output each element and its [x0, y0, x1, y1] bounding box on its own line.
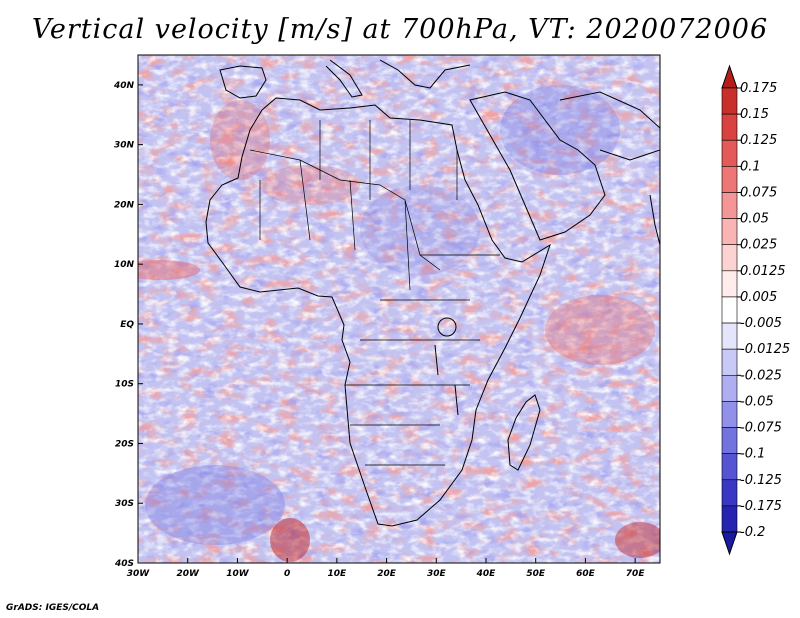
colorbar-swatch [721, 348, 738, 376]
vertical-velocity-field [138, 55, 660, 563]
footer-credit: GrADS: IGES/COLA [6, 603, 100, 613]
colorbar-label: 0.1 [740, 159, 761, 174]
lon-tick-label: 10W [226, 569, 250, 579]
lake-tanganyika [434, 344, 439, 376]
lake-victoria [437, 317, 457, 337]
plot-frame [137, 54, 661, 564]
chart-title: Vertical velocity [m/s] at 700hPa, VT: 2… [31, 14, 769, 45]
colorbar-swatch [721, 87, 738, 115]
colorbar-swatch [721, 453, 738, 481]
lat-tick-label: 10N [114, 260, 135, 270]
colorbar-swatch [721, 401, 738, 428]
balkans-coast [379, 59, 471, 89]
lat-tick-label: 20S [115, 439, 134, 449]
colorbar-label: 0.175 [740, 81, 777, 96]
colorbar-label: 0.125 [740, 133, 777, 148]
colorbar-label: 0.025 [740, 238, 777, 253]
lat-tick-label: 30N [114, 141, 135, 151]
lat-tick-label: 30S [115, 499, 134, 509]
colorbar-swatch [721, 192, 738, 219]
india-coast [649, 194, 660, 246]
colorbar-label: -0.1 [740, 447, 765, 462]
lon-tick-label: 70E [626, 569, 646, 579]
lat-tick-label: EQ [120, 320, 134, 330]
colorbar-bottom-arrow [721, 531, 738, 556]
colorbar-swatch [721, 166, 738, 193]
colorbar-swatch [721, 374, 738, 402]
colorbar-swatch [721, 505, 738, 533]
lon-tick-label: 40E [476, 569, 497, 579]
colorbar-swatch [721, 139, 738, 167]
latitude-axis: 40N 30N 20N 10N EQ 10S 20S 30S 40S [113, 81, 143, 569]
colorbar-label: -0.025 [740, 368, 782, 383]
lon-tick-label: 60E [576, 569, 596, 579]
madagascar-coast [507, 394, 541, 471]
country-borders [249, 120, 500, 466]
colorbar-swatch [721, 113, 738, 141]
lat-tick-label: 20N [114, 200, 135, 210]
longitude-axis: 30W 20W 10W 0 10E 20E 30E 40E 50E 60E 70E [127, 558, 646, 579]
lon-tick-label: 20E [377, 569, 397, 579]
colorbar-label: -0.075 [740, 421, 782, 436]
colorbar: 0.175 0.15 0.125 0.1 0.075 0.05 0.025 0.0125 0.0… [721, 64, 790, 556]
colorbar-swatch [721, 244, 738, 272]
lat-tick-label: 10S [115, 380, 134, 390]
colorbar-label: 0.15 [740, 107, 769, 122]
arabia-coast [469, 91, 606, 241]
lon-tick-label: 20W [176, 569, 200, 579]
colorbar-top-arrow [721, 64, 738, 89]
colorbar-label: 0.005 [740, 290, 777, 305]
lon-tick-label: 50E [526, 569, 546, 579]
iran-coast [559, 91, 660, 161]
colorbar-label: 0.075 [740, 185, 777, 200]
colorbar-label: -0.05 [740, 394, 774, 409]
colorbar-label: -0.2 [740, 525, 765, 540]
lon-tick-label: 30E [427, 569, 447, 579]
colorbar-label: -0.005 [740, 316, 782, 331]
colorbar-swatch [721, 270, 738, 298]
colorbar-label: 0.05 [740, 212, 769, 227]
colorbar-swatch [721, 296, 738, 324]
lon-tick-label: 0 [284, 569, 290, 579]
colorbar-label: 0.0125 [740, 264, 786, 279]
africa-coast [205, 97, 551, 527]
lake-malawi [454, 384, 459, 416]
colorbar-swatch [721, 427, 738, 454]
italy-coast [325, 59, 363, 98]
colorbar-swatch [721, 479, 738, 507]
colorbar-swatch [721, 322, 738, 350]
lon-tick-label: 10E [328, 569, 348, 579]
colorbar-label: -0.0125 [740, 342, 790, 357]
colorbar-label: -0.175 [740, 499, 782, 514]
lat-tick-label: 40N [113, 81, 135, 91]
europe-coast [219, 65, 267, 99]
lat-tick-label: 40S [114, 559, 134, 569]
coastlines [205, 59, 660, 527]
colorbar-swatch [721, 218, 738, 246]
colorbar-label: -0.125 [740, 473, 782, 488]
lon-tick-label: 30W [127, 569, 151, 579]
